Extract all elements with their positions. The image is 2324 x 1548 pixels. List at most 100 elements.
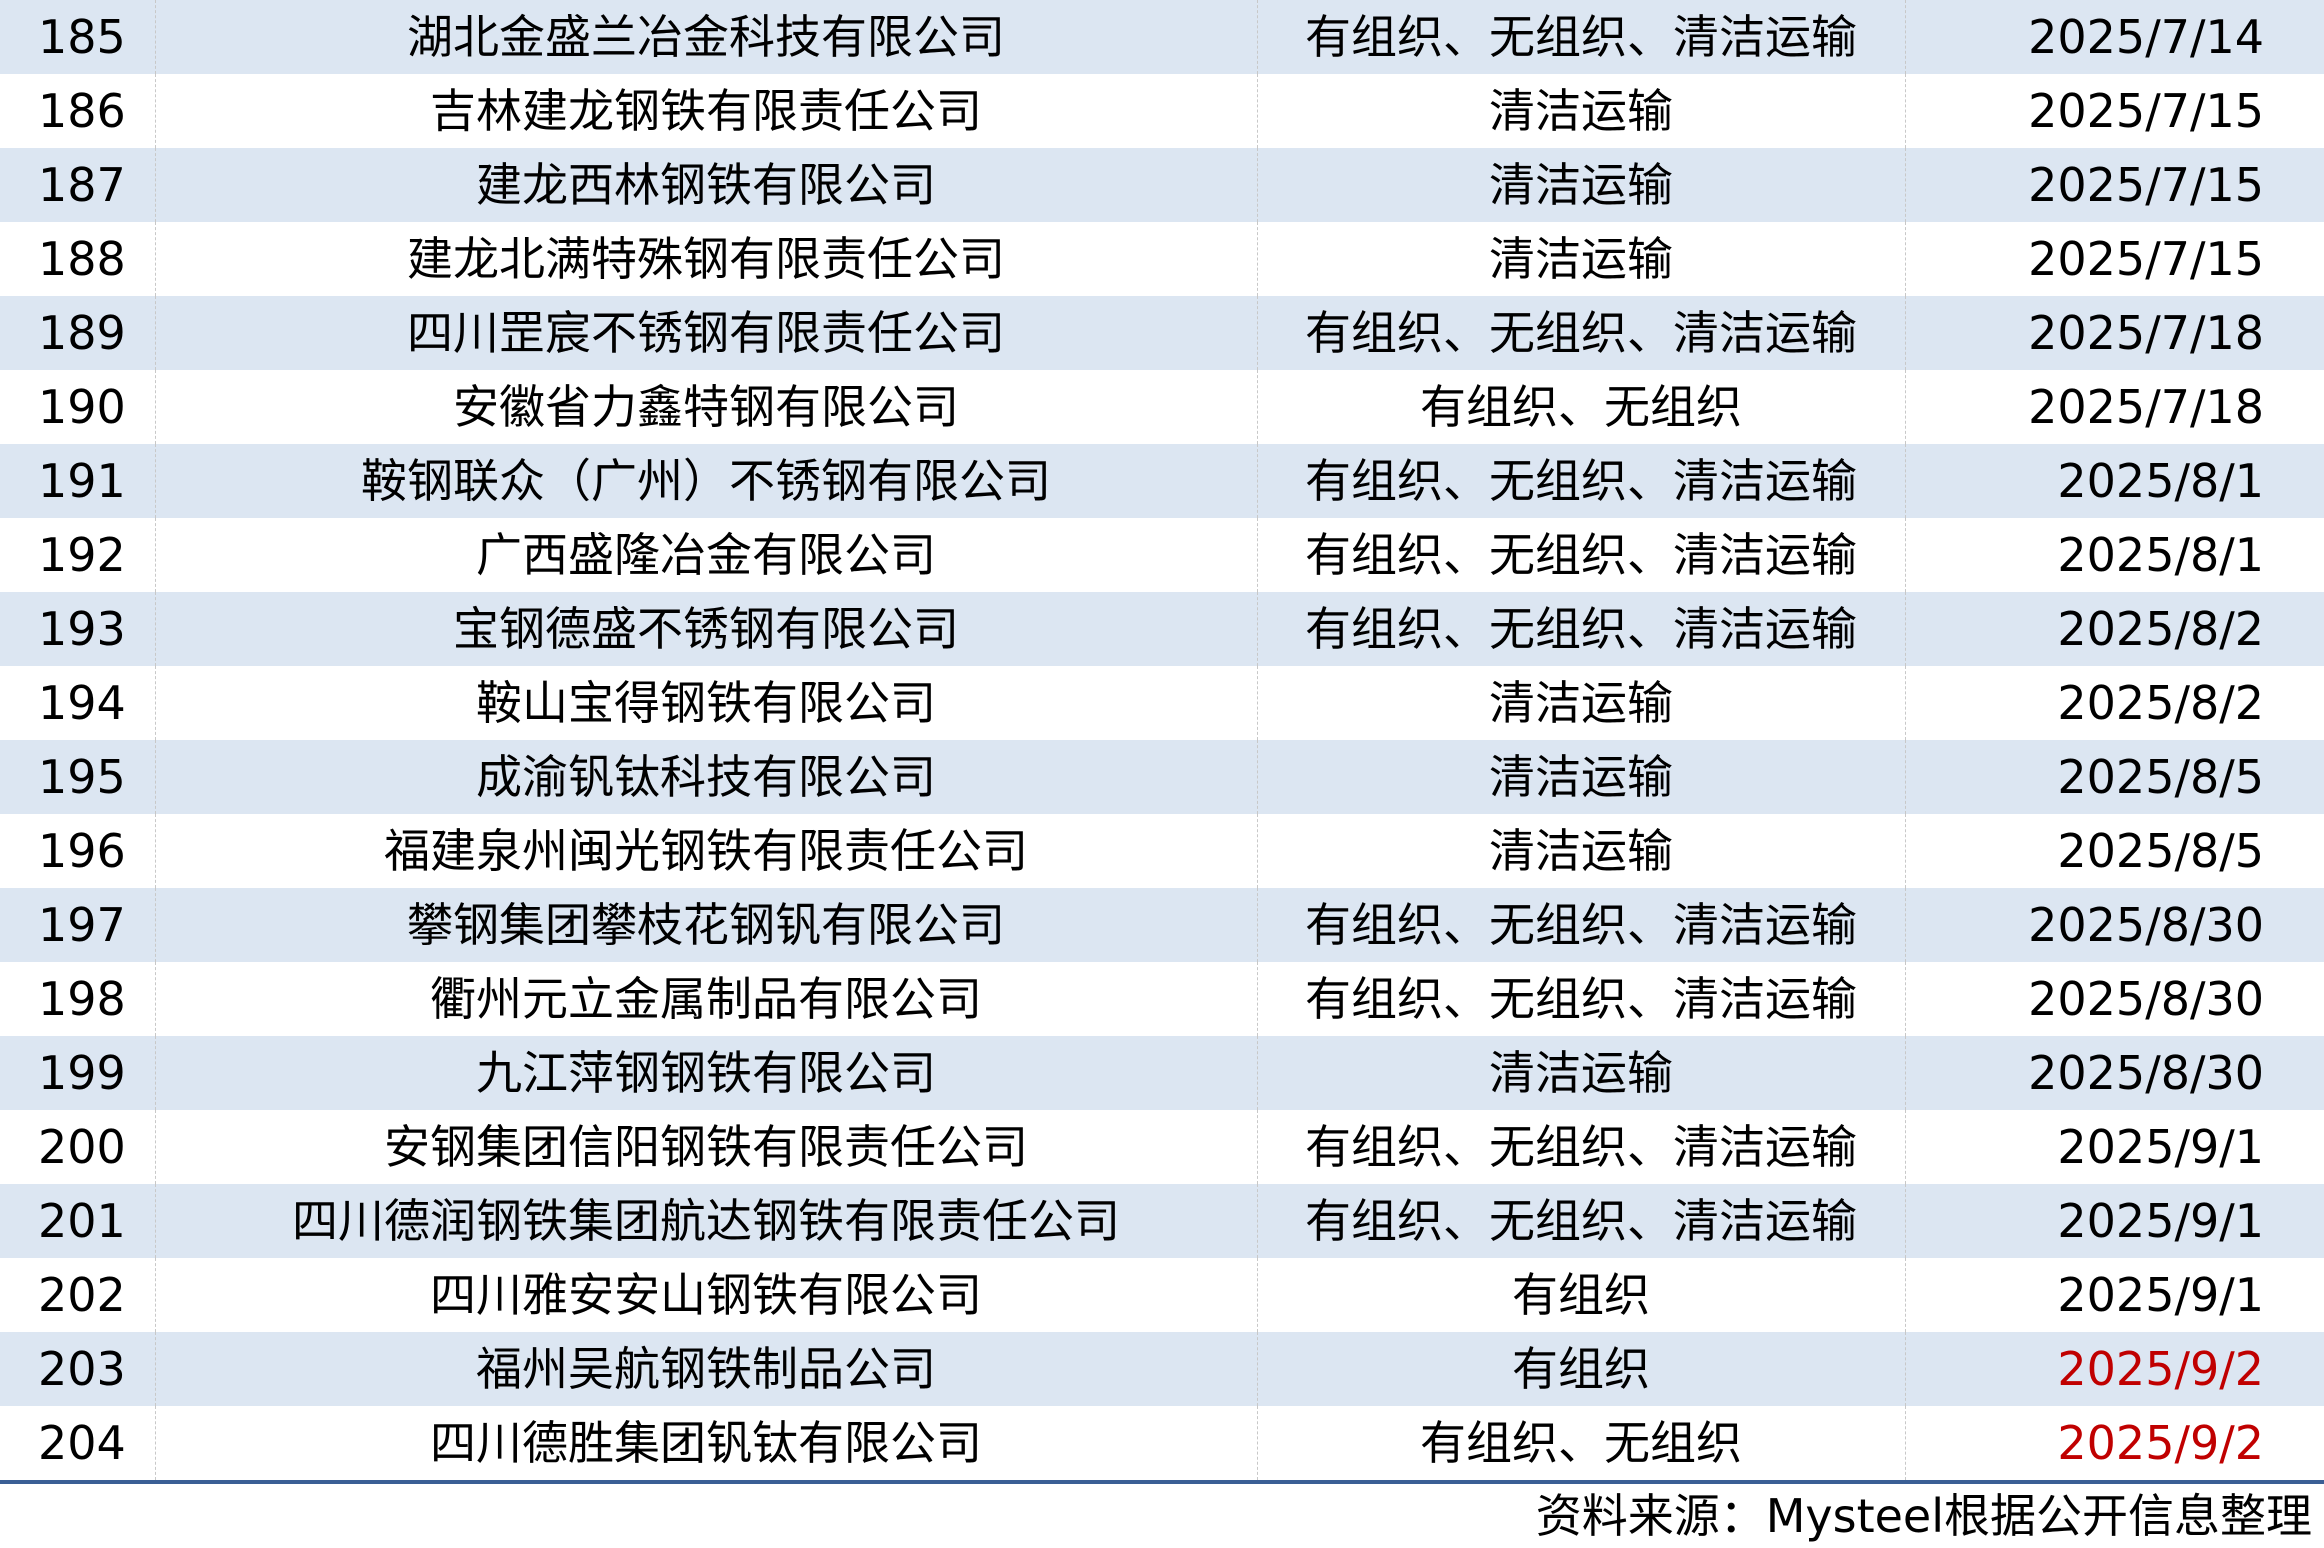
row-number: 201 — [0, 1184, 155, 1258]
table-row: 190 安徽省力鑫特钢有限公司 有组织、无组织 2025/7/18 — [0, 370, 2324, 444]
publish-date: 2025/8/5 — [1904, 814, 2324, 888]
table-row: 196 福建泉州闽光钢铁有限责任公司 清洁运输 2025/8/5 — [0, 814, 2324, 888]
row-number: 193 — [0, 592, 155, 666]
publish-date: 2025/8/30 — [1904, 888, 2324, 962]
company-name: 攀钢集团攀枝花钢钒有限公司 — [154, 888, 1257, 962]
publish-date: 2025/7/15 — [1904, 74, 2324, 148]
row-number: 189 — [0, 296, 155, 370]
table-row: 195 成渝钒钛科技有限公司 清洁运输 2025/8/5 — [0, 740, 2324, 814]
publish-date: 2025/7/14 — [1904, 0, 2324, 74]
company-name: 建龙西林钢铁有限公司 — [154, 148, 1257, 222]
rectification-type: 有组织、无组织、清洁运输 — [1256, 296, 1905, 370]
publish-date: 2025/8/1 — [1904, 518, 2324, 592]
publish-date: 2025/7/15 — [1904, 148, 2324, 222]
publish-date: 2025/9/1 — [1904, 1184, 2324, 1258]
company-name: 福建泉州闽光钢铁有限责任公司 — [154, 814, 1257, 888]
company-name: 衢州元立金属制品有限公司 — [154, 962, 1257, 1036]
table-row: 185 湖北金盛兰冶金科技有限公司 有组织、无组织、清洁运输 2025/7/14 — [0, 0, 2324, 74]
table-row: 203 福州吴航钢铁制品公司 有组织 2025/9/2 — [0, 1332, 2324, 1406]
rectification-type: 有组织 — [1256, 1258, 1905, 1332]
company-name: 安钢集团信阳钢铁有限责任公司 — [154, 1110, 1257, 1184]
table-row: 204 四川德胜集团钒钛有限公司 有组织、无组织 2025/9/2 — [0, 1406, 2324, 1482]
table-row: 191 鞍钢联众（广州）不锈钢有限公司 有组织、无组织、清洁运输 2025/8/1 — [0, 444, 2324, 518]
row-number: 192 — [38, 528, 126, 582]
row-number: 204 — [38, 1416, 126, 1470]
table-row: 199 九江萍钢钢铁有限公司 清洁运输 2025/8/30 — [0, 1036, 2324, 1110]
company-name: 鞍山宝得钢铁有限公司 — [154, 666, 1257, 740]
publish-date: 2025/8/30 — [1904, 962, 2324, 1036]
publish-date: 2025/7/18 — [1904, 296, 2324, 370]
table-body: 185 湖北金盛兰冶金科技有限公司 有组织、无组织、清洁运输 2025/7/14 186… — [0, 0, 2324, 1482]
rectification-type: 有组织 — [1256, 1332, 1905, 1406]
rectification-type: 有组织、无组织、清洁运输 — [1256, 518, 1905, 592]
table-row: 192 广西盛隆冶金有限公司 有组织、无组织、清洁运输 2025/8/1 — [0, 518, 2324, 592]
row-number: 191 — [0, 444, 155, 518]
company-name: 鞍钢联众（广州）不锈钢有限公司 — [154, 444, 1257, 518]
row-number: 186 — [38, 84, 126, 138]
row-number: 196 — [38, 824, 126, 878]
rectification-type: 有组织、无组织、清洁运输 — [1256, 444, 1905, 518]
publish-date: 2025/8/2 — [1904, 592, 2324, 666]
rectification-type: 有组织、无组织、清洁运输 — [1256, 888, 1905, 962]
rectification-type: 有组织、无组织 — [1256, 370, 1905, 444]
row-number: 203 — [0, 1332, 155, 1406]
company-name: 成渝钒钛科技有限公司 — [154, 740, 1257, 814]
row-number: 187 — [0, 148, 155, 222]
table-row: 201 四川德润钢铁集团航达钢铁有限责任公司 有组织、无组织、清洁运输 2025/9/… — [0, 1184, 2324, 1258]
publish-date: 2025/9/1 — [1904, 1258, 2324, 1332]
rectification-type: 有组织、无组织、清洁运输 — [1256, 962, 1905, 1036]
table-row: 193 宝钢德盛不锈钢有限公司 有组织、无组织、清洁运输 2025/8/2 — [0, 592, 2324, 666]
company-name: 宝钢德盛不锈钢有限公司 — [154, 592, 1257, 666]
rectification-type: 清洁运输 — [1256, 814, 1905, 888]
table-row: 186 吉林建龙钢铁有限责任公司 清洁运输 2025/7/15 — [0, 74, 2324, 148]
row-number: 185 — [0, 0, 155, 74]
row-number: 195 — [0, 740, 155, 814]
row-number: 197 — [0, 888, 155, 962]
rectification-type: 清洁运输 — [1256, 1036, 1905, 1110]
company-name: 吉林建龙钢铁有限责任公司 — [154, 74, 1257, 148]
publish-date: 2025/7/15 — [1904, 222, 2324, 296]
steel-company-table: 185 湖北金盛兰冶金科技有限公司 有组织、无组织、清洁运输 2025/7/14 186… — [0, 0, 2324, 1484]
row-number: 194 — [38, 676, 126, 730]
table-row: 197 攀钢集团攀枝花钢钒有限公司 有组织、无组织、清洁运输 2025/8/30 — [0, 888, 2324, 962]
row-number: 199 — [0, 1036, 155, 1110]
company-name: 湖北金盛兰冶金科技有限公司 — [154, 0, 1257, 74]
table-row: 202 四川雅安安山钢铁有限公司 有组织 2025/9/1 — [0, 1258, 2324, 1332]
rectification-type: 有组织、无组织、清洁运输 — [1256, 592, 1905, 666]
publish-date: 2025/8/30 — [1904, 1036, 2324, 1110]
row-number: 200 — [38, 1120, 126, 1174]
table-row: 187 建龙西林钢铁有限公司 清洁运输 2025/7/15 — [0, 148, 2324, 222]
rectification-type: 清洁运输 — [1256, 666, 1905, 740]
company-name: 四川雅安安山钢铁有限公司 — [154, 1258, 1257, 1332]
table-row: 189 四川罡宸不锈钢有限责任公司 有组织、无组织、清洁运输 2025/7/18 — [0, 296, 2324, 370]
company-name: 九江萍钢钢铁有限公司 — [154, 1036, 1257, 1110]
table-row: 188 建龙北满特殊钢有限责任公司 清洁运输 2025/7/15 — [0, 222, 2324, 296]
rectification-type: 有组织、无组织、清洁运输 — [1256, 1110, 1905, 1184]
company-name: 四川罡宸不锈钢有限责任公司 — [154, 296, 1257, 370]
rectification-type: 清洁运输 — [1256, 740, 1905, 814]
rectification-type: 清洁运输 — [1256, 148, 1905, 222]
publish-date: 2025/7/18 — [1904, 370, 2324, 444]
table-row: 200 安钢集团信阳钢铁有限责任公司 有组织、无组织、清洁运输 2025/9/1 — [0, 1110, 2324, 1184]
table-row: 194 鞍山宝得钢铁有限公司 清洁运输 2025/8/2 — [0, 666, 2324, 740]
rectification-type: 清洁运输 — [1256, 74, 1905, 148]
row-number: 190 — [38, 380, 126, 434]
rectification-type: 清洁运输 — [1256, 222, 1905, 296]
publish-date: 2025/8/5 — [1904, 740, 2324, 814]
company-name: 福州吴航钢铁制品公司 — [154, 1332, 1257, 1406]
publish-date: 2025/8/2 — [1904, 666, 2324, 740]
rectification-type: 有组织、无组织 — [1256, 1406, 1905, 1482]
rectification-type: 有组织、无组织、清洁运输 — [1256, 0, 1905, 74]
rectification-type: 有组织、无组织、清洁运输 — [1256, 1184, 1905, 1258]
row-number: 198 — [38, 972, 126, 1026]
publish-date: 2025/8/1 — [1904, 444, 2324, 518]
row-number: 188 — [38, 232, 126, 286]
company-name: 四川德胜集团钒钛有限公司 — [154, 1406, 1257, 1482]
company-name: 安徽省力鑫特钢有限公司 — [154, 370, 1257, 444]
row-number: 202 — [38, 1268, 126, 1322]
table-row: 198 衢州元立金属制品有限公司 有组织、无组织、清洁运输 2025/8/30 — [0, 962, 2324, 1036]
company-name: 建龙北满特殊钢有限责任公司 — [154, 222, 1257, 296]
company-name: 广西盛隆冶金有限公司 — [154, 518, 1257, 592]
publish-date: 2025/9/2 — [1904, 1406, 2324, 1482]
publish-date: 2025/9/1 — [1904, 1110, 2324, 1184]
